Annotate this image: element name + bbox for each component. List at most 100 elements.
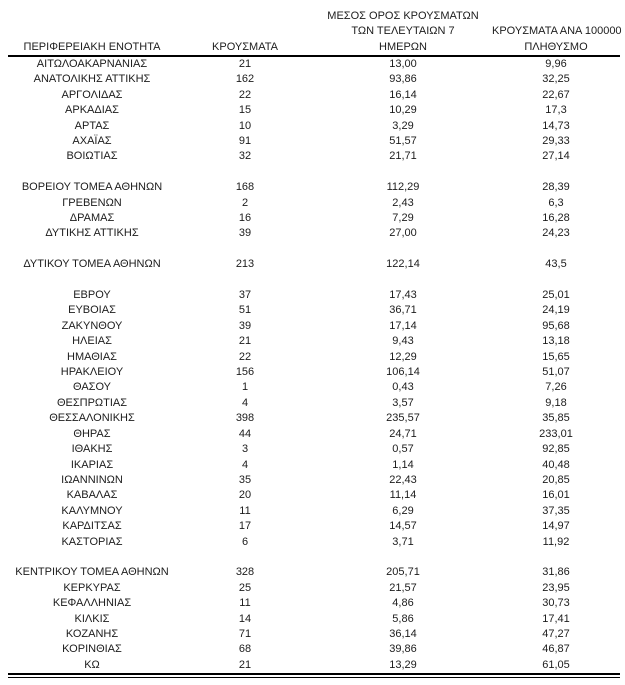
per100k-cell: 22,67 <box>542 88 570 101</box>
table-row: ΕΒΡΟΥ 37 17,43 25,01 <box>8 288 620 303</box>
spacer-cell <box>8 273 620 288</box>
table-row: ΙΚΑΡΙΑΣ 4 1,14 40,48 <box>8 458 620 473</box>
per100k-cell: 92,85 <box>542 443 570 456</box>
table-row: ΓΡΕΒΕΝΩΝ 2 2,43 6,3 <box>8 196 620 211</box>
avg7-cell: 27,00 <box>389 227 417 240</box>
avg7-cell: 3,57 <box>392 396 414 409</box>
region-cell: ΔΡΑΜΑΣ <box>69 212 115 225</box>
table-row: ΚΕΡΚΥΡΑΣ 25 21,57 23,95 <box>8 581 620 596</box>
region-cell: ΔΥΤΙΚΟΥ ΤΟΜΕΑ ΑΘΗΝΩΝ <box>23 258 161 271</box>
cases-cell: 2 <box>241 196 249 209</box>
per100k-cell: 15,65 <box>542 350 570 363</box>
cases-cell: 14 <box>238 612 252 625</box>
spacer-cell <box>8 165 620 180</box>
avg7-cell: 17,43 <box>389 289 417 302</box>
table-row: ΔΡΑΜΑΣ 16 7,29 16,28 <box>8 211 620 226</box>
per100k-cell: 51,07 <box>542 366 570 379</box>
table-wrap: ΠΕΡΙΦΕΡΕΙΑΚΗ ΕΝΟΤΗΤΑ ΚΡΟΥΣΜΑΤΑ ΜΕΣΟΣ ΟΡΟ… <box>8 8 622 679</box>
region-cell: ΔΥΤΙΚΗΣ ΑΤΤΙΚΗΣ <box>45 227 139 240</box>
cases-cell: 156 <box>235 366 255 379</box>
avg7-cell: 36,71 <box>389 304 417 317</box>
cases-cell: 328 <box>235 566 255 579</box>
table-row: ΕΥΒΟΙΑΣ 51 36,71 24,19 <box>8 303 620 318</box>
header-cases-label: ΚΡΟΥΣΜΑΤΑ <box>212 40 278 53</box>
table-row: ΚΙΛΚΙΣ 14 5,86 17,41 <box>8 612 620 627</box>
cases-cell: 25 <box>238 581 252 594</box>
table-header: ΠΕΡΙΦΕΡΕΙΑΚΗ ΕΝΟΤΗΤΑ ΚΡΟΥΣΜΑΤΑ ΜΕΣΟΣ ΟΡΟ… <box>8 8 622 57</box>
avg7-cell: 36,14 <box>389 627 417 640</box>
region-cell: ΖΑΚΥΝΘΟΥ <box>61 319 123 332</box>
avg7-cell: 2,43 <box>392 196 414 209</box>
region-cell: ΑΡΤΑΣ <box>74 119 110 132</box>
cases-cell: 21 <box>238 335 252 348</box>
region-cell: ΚΟΖΑΝΗΣ <box>65 627 119 640</box>
avg7-cell: 12,29 <box>389 350 417 363</box>
per100k-cell: 13,18 <box>542 335 570 348</box>
table-row: ΖΑΚΥΝΘΟΥ 39 17,14 95,68 <box>8 319 620 334</box>
cases-cell: 11 <box>239 597 251 610</box>
avg7-cell: 24,71 <box>389 427 417 440</box>
region-cell: ΕΒΡΟΥ <box>73 289 111 302</box>
per100k-cell: 31,86 <box>542 566 570 579</box>
per100k-cell: 16,01 <box>542 489 570 502</box>
avg7-cell: 0,43 <box>392 381 414 394</box>
avg7-cell: 16,14 <box>389 88 417 101</box>
region-cell: ΕΥΒΟΙΑΣ <box>68 304 116 317</box>
region-cell: ΚΑΡΔΙΤΣΑΣ <box>62 520 122 533</box>
table-row: ΔΥΤΙΚΟΥ ΤΟΜΕΑ ΑΘΗΝΩΝ 213 122,14 43,5 <box>8 257 620 272</box>
region-cell: ΑΙΤΩΛΟΑΚΑΡΝΑΝΙΑΣ <box>36 58 148 70</box>
per100k-cell: 7,26 <box>545 381 567 394</box>
cases-cell: 1 <box>241 381 249 394</box>
table-row: ΑΡΓΟΛΙΔΑΣ 22 16,14 22,67 <box>8 88 620 103</box>
region-cell: ΘΑΣΟΥ <box>72 381 112 394</box>
table-row: ΑΡΚΑΔΙΑΣ 15 10,29 17,3 <box>8 103 620 118</box>
header-row: ΠΕΡΙΦΕΡΕΙΑΚΗ ΕΝΟΤΗΤΑ ΚΡΟΥΣΜΑΤΑ ΜΕΣΟΣ ΟΡΟ… <box>8 8 622 57</box>
table-row: ΚΑΡΔΙΤΣΑΣ 17 14,57 14,97 <box>8 519 620 534</box>
table-row: ΔΥΤΙΚΗΣ ΑΤΤΙΚΗΣ 39 27,00 24,23 <box>8 226 620 241</box>
region-cell: ΚΩ <box>84 658 100 671</box>
cases-cell: 32 <box>238 150 252 163</box>
header-per-100k-line2: ΠΛΗΘΥΣΜΟ <box>524 40 588 53</box>
table-row: ΚΑΒΑΛΑΣ 20 11,14 16,01 <box>8 488 620 503</box>
per100k-cell: 23,95 <box>542 581 570 594</box>
spacer-cell <box>8 242 620 257</box>
region-cell: ΚΕΡΚΥΡΑΣ <box>63 581 121 594</box>
region-cell: ΗΜΑΘΙΑΣ <box>67 350 117 363</box>
table-row: ΙΩΑΝΝΙΝΩΝ 35 22,43 20,85 <box>8 473 620 488</box>
region-cell: ΗΛΕΙΑΣ <box>72 335 112 348</box>
header-avg-7day-line3: ΗΜΕΡΩΝ <box>379 40 427 53</box>
cases-cell: 15 <box>238 104 252 117</box>
header-cases: ΚΡΟΥΣΜΑΤΑ <box>176 8 314 57</box>
avg7-cell: 122,14 <box>386 258 420 271</box>
cases-cell: 11 <box>239 504 251 517</box>
region-cell: ΓΡΕΒΕΝΩΝ <box>62 196 122 209</box>
avg7-cell: 13,29 <box>389 658 417 671</box>
avg7-cell: 0,57 <box>392 443 414 456</box>
per100k-cell: 17,3 <box>545 104 567 117</box>
table-row: ΑΡΤΑΣ 10 3,29 14,73 <box>8 119 620 134</box>
table-row: ΘΑΣΟΥ 1 0,43 7,26 <box>8 380 620 395</box>
table-row: ΚΩ 21 13,29 61,05 <box>8 658 620 673</box>
per100k-cell: 29,33 <box>542 135 570 148</box>
avg7-cell: 13,00 <box>389 58 417 70</box>
region-cell: ΒΟΙΩΤΙΑΣ <box>66 150 118 163</box>
region-cell: ΑΝΑΤΟΛΙΚΗΣ ΑΤΤΙΚΗΣ <box>33 73 151 86</box>
per100k-cell: 6,3 <box>548 196 564 209</box>
per100k-cell: 20,85 <box>542 473 570 486</box>
region-cell: ΘΕΣΠΡΩΤΙΑΣ <box>56 396 128 409</box>
table-body: ΑΙΤΩΛΟΑΚΑΡΝΑΝΙΑΣ 21 13,00 9,96 ΑΝΑΤΟΛΙΚΗ… <box>8 56 620 673</box>
cases-cell: 4 <box>241 458 249 471</box>
table-row: ΗΛΕΙΑΣ 21 9,43 13,18 <box>8 334 620 349</box>
cases-cell: 162 <box>235 73 255 86</box>
header-avg-7day-line2: ΤΩΝ ΤΕΛΕΥΤΑΙΩΝ 7 <box>351 25 455 37</box>
per100k-cell: 9,96 <box>545 58 567 70</box>
bottom-double-rule <box>8 673 620 679</box>
cases-cell: 39 <box>238 319 252 332</box>
region-cell: ΚΑΣΤΟΡΙΑΣ <box>61 535 123 548</box>
cases-cell: 44 <box>238 427 252 440</box>
region-cell: ΙΚΑΡΙΑΣ <box>70 458 114 471</box>
cases-cell: 6 <box>241 535 249 548</box>
table-row: ΚΑΛΥΜΝΟΥ 11 6,29 37,35 <box>8 504 620 519</box>
per100k-cell: 47,27 <box>542 627 570 640</box>
per100k-cell: 95,68 <box>542 319 570 332</box>
